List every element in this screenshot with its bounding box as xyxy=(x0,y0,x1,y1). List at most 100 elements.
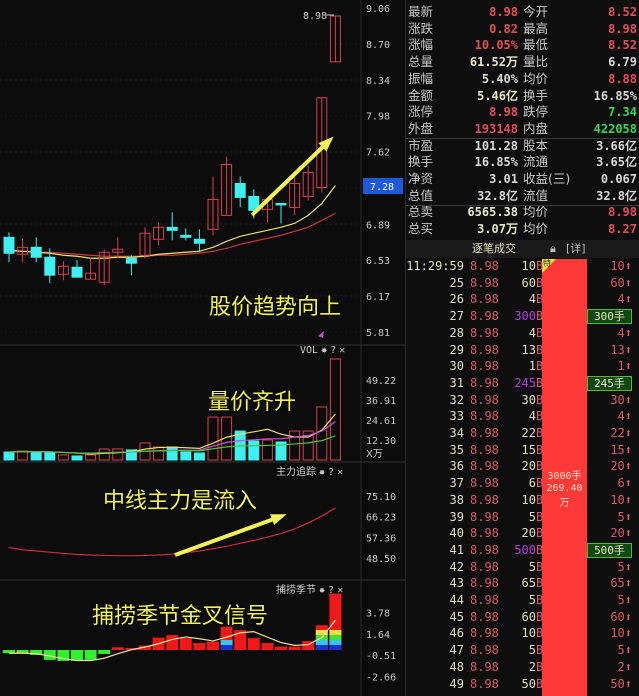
quote-label: 金额 xyxy=(408,87,434,103)
trade-volume-up: 5⬆ xyxy=(617,593,632,607)
quote-label: 均价 xyxy=(523,70,549,86)
close-icon[interactable]: ✕ xyxy=(337,585,344,596)
kdj-signal-line xyxy=(8,619,336,662)
candle xyxy=(221,164,233,216)
trade-price: 8.98 xyxy=(470,292,499,307)
trade-price: 8.98 xyxy=(470,342,499,357)
quote-label: 流值 xyxy=(523,187,549,203)
quote-value: 193148 xyxy=(474,121,518,136)
quote-row: 换手 16.85% 流通 3.65亿 xyxy=(406,154,639,171)
trade-row: 28 8.98 4 B 4⬆ xyxy=(406,325,639,342)
trade-price: 8.98 xyxy=(470,593,499,607)
quote-label: 涨停 xyxy=(408,104,434,120)
trade-row: 49 8.98 50 B 50⬆ xyxy=(406,676,639,693)
special-badge-label: 特 xyxy=(543,259,551,268)
trade-price: 8.98 xyxy=(470,309,499,324)
trade-volume: 20 xyxy=(521,459,536,474)
quote-row: 涨停 8.98 跌停 7.34 xyxy=(406,104,639,121)
volume-bar xyxy=(57,454,69,461)
trade-row: 26 8.98 4 B 4⬆ xyxy=(406,291,639,308)
help-icon[interactable]: ? xyxy=(328,467,335,478)
trend-arrow-icon-head xyxy=(318,136,334,152)
quote-row: 外盘 193148 内盘 422058 xyxy=(406,121,639,138)
large-order-badge[interactable]: 245手 xyxy=(587,375,632,391)
trade-volume-up: 1⬆ xyxy=(617,359,632,374)
help-icon[interactable]: ? xyxy=(330,345,337,356)
trade-volume-up: 10⬆ xyxy=(610,626,632,641)
trade-volume-up: 65⬆ xyxy=(610,576,632,591)
trade-volume: 5 xyxy=(528,559,536,574)
quote-value: 8.98 xyxy=(608,205,637,220)
trades-title[interactable]: 逐笔成交 xyxy=(472,242,516,255)
quote-row: 振幅 5.40% 均价 8.88 xyxy=(406,71,639,88)
trade-price: 8.98 xyxy=(470,526,499,541)
trade-side: B xyxy=(536,409,544,424)
quote-label: 跌停 xyxy=(523,104,549,120)
golden-cross-band xyxy=(315,640,328,645)
mainforce-panel-title: 主力追踪 xyxy=(276,467,316,478)
quote-value: 7.34 xyxy=(608,105,637,120)
volume-bar xyxy=(221,416,233,461)
help-icon[interactable]: ? xyxy=(328,585,335,596)
trade-time: 39 xyxy=(449,509,464,524)
kdj-bar xyxy=(16,650,29,653)
quote-label: 收益(三) xyxy=(523,171,571,186)
kdj-bar xyxy=(98,650,111,654)
trade-price: 8.98 xyxy=(470,275,499,290)
quote-value: 0.82 xyxy=(489,21,518,36)
candle xyxy=(302,172,314,197)
lock-icon[interactable]: 🔒︎ xyxy=(550,242,556,255)
close-icon[interactable]: ✕ xyxy=(339,345,346,356)
quote-value: 8.98 xyxy=(489,105,518,120)
trade-row: 38 8.98 10 B 10⬆ xyxy=(406,492,639,509)
kdj-bar xyxy=(275,646,287,650)
trade-side: B xyxy=(536,609,544,624)
volume-bar xyxy=(166,446,178,461)
divider xyxy=(406,205,639,206)
trade-time: 31 xyxy=(449,375,464,390)
volume-axis-label: 12.30 xyxy=(366,436,396,447)
price-axis-label: 8.70 xyxy=(366,40,390,51)
quote-value: 32.8亿 xyxy=(477,188,518,203)
trade-side: B xyxy=(536,275,544,290)
trade-row: 48 8.98 2 B 2⬆ xyxy=(406,659,639,676)
gear-icon[interactable]: ✸ xyxy=(321,345,328,356)
kdj-bar xyxy=(71,650,83,661)
kdj-bar xyxy=(139,645,151,650)
trade-volume-up: 50⬆ xyxy=(610,676,632,691)
trade-volume: 300 xyxy=(514,309,536,324)
trade-row: 27 8.98 300 B 300手 xyxy=(406,308,639,325)
trade-volume: 5 xyxy=(528,509,536,524)
trade-volume-up: 20⬆ xyxy=(610,459,632,474)
kdj-bar xyxy=(247,638,260,650)
quote-label: 均价 xyxy=(523,221,549,237)
trade-row: 42 8.98 5 B 5⬆ xyxy=(406,559,639,576)
trade-time: 36 xyxy=(449,459,464,474)
kdj-panel-header: 捕捞季节 ✸? ✕ xyxy=(276,581,343,596)
kdj-bar xyxy=(43,650,56,660)
big-order-amount: 269.40万 xyxy=(546,483,583,509)
large-order-badge[interactable]: 300手 xyxy=(587,309,632,325)
quote-value: 8.98 xyxy=(489,5,518,19)
volume-bar xyxy=(275,441,287,461)
trade-volume: 5 xyxy=(528,643,536,658)
big-order-bar[interactable]: 特 3000手 269.40万 xyxy=(542,259,587,696)
volume-bar xyxy=(98,448,110,461)
quote-label: 量比 xyxy=(523,54,549,70)
candle xyxy=(180,234,192,238)
detail-button[interactable]: [详] xyxy=(566,242,586,255)
trade-price: 8.98 xyxy=(470,542,499,557)
quote-value: 10.05% xyxy=(474,38,518,53)
close-icon[interactable]: ✕ xyxy=(337,467,344,478)
chart-area[interactable]: 9.06 8.70 8.34 7.98 7.62 6.89 6.53 6.17 5.81 7.28… xyxy=(0,0,405,696)
vol-panel-header: VOL ✸? ✕ xyxy=(300,345,345,356)
trade-volume-up: 4⬆ xyxy=(617,409,632,424)
current-price-box xyxy=(363,178,403,194)
gear-icon[interactable]: ✸ xyxy=(319,467,326,478)
big-order-lots: 3000手 xyxy=(547,471,582,482)
trade-side: B xyxy=(536,342,544,357)
large-order-badge[interactable]: 500手 xyxy=(587,542,632,558)
candle xyxy=(234,182,246,198)
gear-icon[interactable]: ✸ xyxy=(319,585,326,596)
trade-time: 47 xyxy=(449,643,464,658)
